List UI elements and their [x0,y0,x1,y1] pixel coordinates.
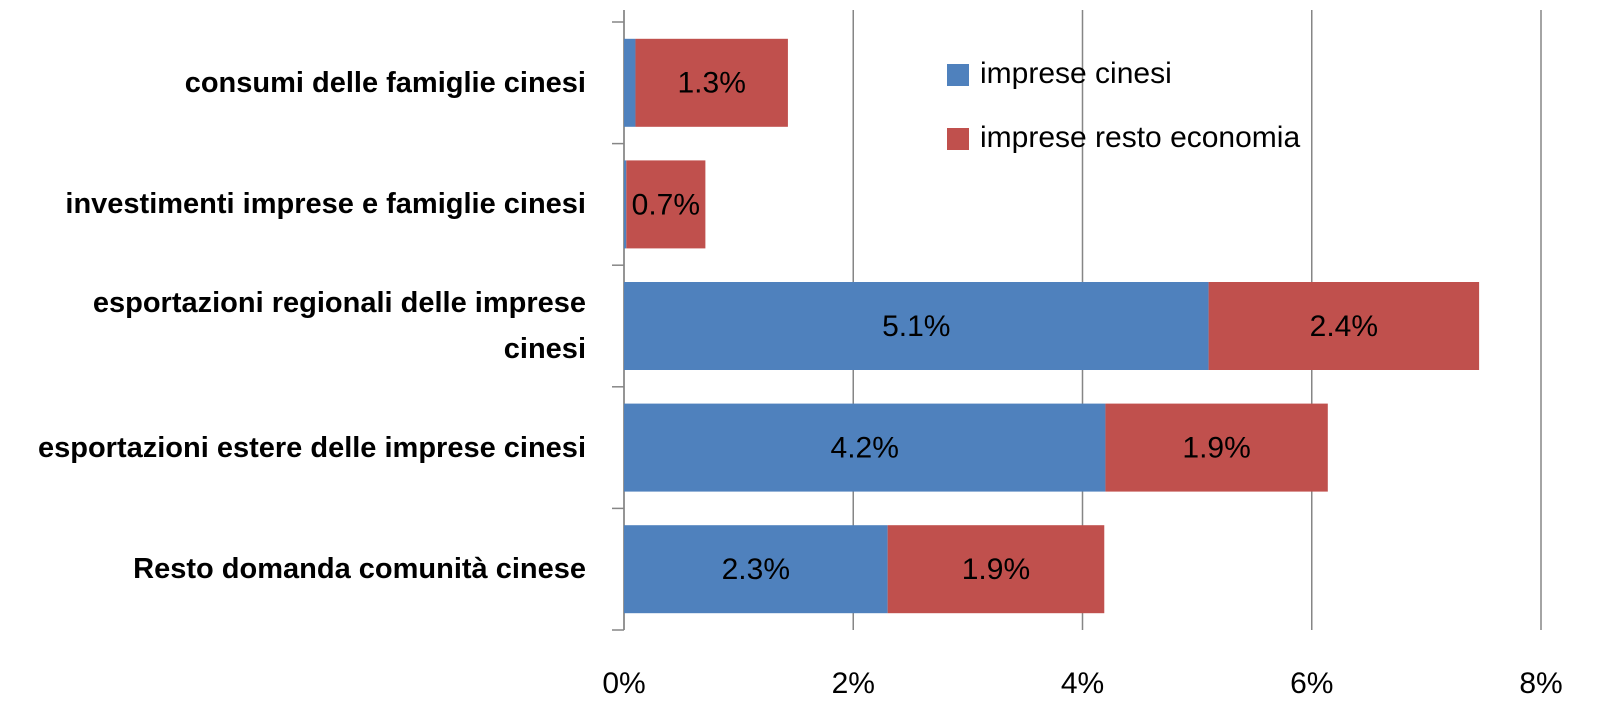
bar [624,403,1106,492]
x-tick-label: 6% [1290,667,1333,700]
y-tick-label: consumi delle famiglie cinesi [184,66,586,99]
y-tick-label: investimenti imprese e famiglie cinesi [65,188,586,221]
bar [887,525,1105,614]
data-label: 1.3% [677,67,745,100]
bar [624,160,627,249]
bar [624,282,1209,370]
bar [624,38,636,127]
data-label: 1.9% [1182,432,1250,465]
data-label: 5.1% [882,310,950,343]
x-tick-label: 2% [832,667,875,700]
data-label: 4.2% [831,432,899,465]
legend-swatch [947,64,969,86]
x-tick-label: 8% [1519,667,1562,700]
y-tick-label: esportazioni estere delle imprese cinesi [37,431,586,464]
bar [1208,282,1480,370]
legend-label: imprese cinesi [980,57,1172,90]
legend-label: imprese resto economia [980,121,1300,154]
y-tick-label: Resto domanda comunità cinese [133,553,586,586]
bar [626,160,706,249]
y-tick-label: esportazioni regionali delle imprese cin… [92,287,586,365]
data-label: 2.3% [722,553,790,586]
bar [635,38,788,127]
x-tick-label: 0% [602,667,645,700]
data-label: 2.4% [1310,310,1378,343]
legend-swatch [947,128,969,150]
x-tick-label: 4% [1061,667,1104,700]
data-label: 1.9% [962,553,1030,586]
bar [1105,403,1328,492]
bar [624,525,888,614]
data-label: 0.7% [632,188,700,221]
